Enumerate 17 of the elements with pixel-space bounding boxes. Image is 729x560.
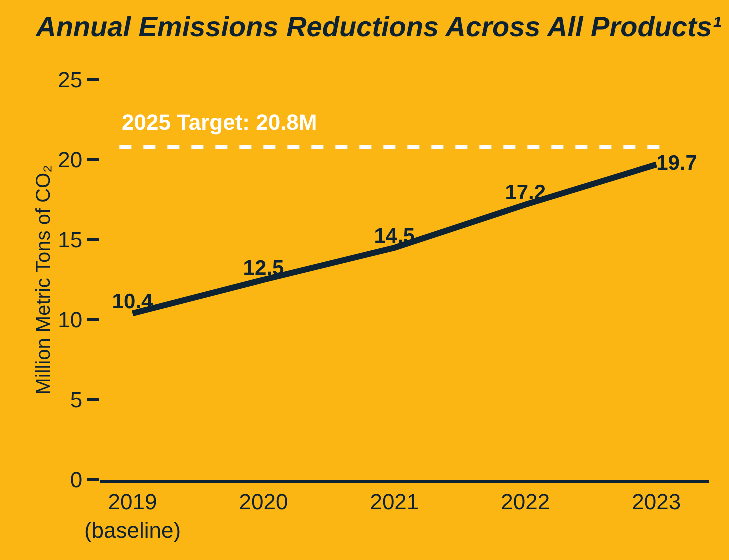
data-label: 10.4 xyxy=(112,290,154,314)
x-tick-label: 2019 (baseline) xyxy=(84,489,182,543)
x-tick-label: 2022 xyxy=(501,489,550,514)
y-tick-label: 0 xyxy=(70,468,83,493)
y-tick-label: 5 xyxy=(70,388,83,413)
chart-title: Annual Emissions Reductions Across All Products¹ xyxy=(35,11,722,42)
data-label: 12.5 xyxy=(243,256,284,280)
data-label: 19.7 xyxy=(656,152,698,176)
x-tick-label: 2023 xyxy=(632,489,682,514)
y-axis-title: Million Metric Tons of CO₂ xyxy=(33,165,55,395)
y-tick-label: 25 xyxy=(58,68,83,93)
y-tick-label: 10 xyxy=(58,308,83,333)
y-tick-label: 20 xyxy=(58,148,83,173)
x-tick-label: 2020 xyxy=(239,489,288,514)
x-tick-label: 2021 xyxy=(370,489,420,514)
ref-line-label: 2025 Target: 20.8M xyxy=(122,110,318,135)
y-tick-label: 15 xyxy=(58,228,83,253)
